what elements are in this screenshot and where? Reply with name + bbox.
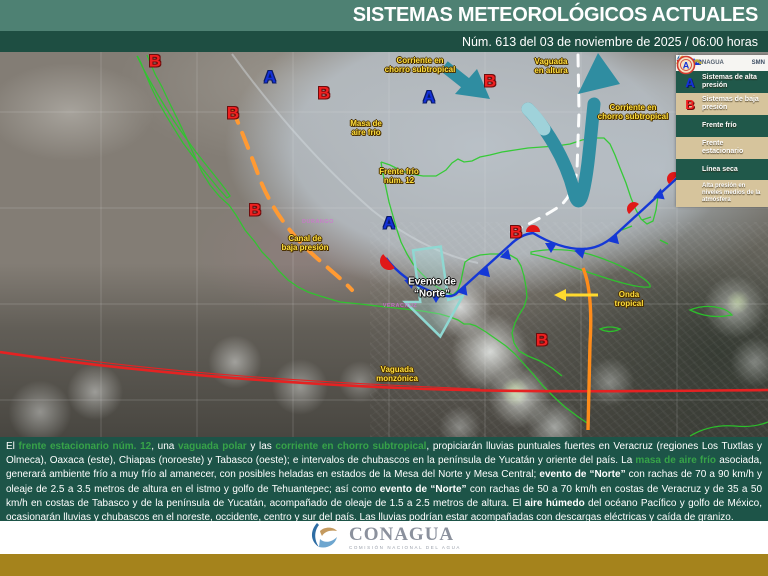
low-pressure-letter: B: [509, 222, 523, 242]
map-annotation: Frente frío núm. 12: [379, 166, 419, 185]
map-annotation: Onda tropical: [614, 289, 644, 308]
legend-item-label: Sistemas de baja presión: [702, 96, 759, 111]
summary-highlight: vaguada polar: [178, 441, 247, 452]
high-pressure-letter: A: [422, 87, 436, 107]
subtropical-jet-arrow-east: [521, 53, 620, 208]
legend-org-right: SMN: [751, 60, 765, 66]
map-annotation: Canal de baja presión: [281, 233, 329, 252]
legend-item: A Sistemas de alta presión: [676, 71, 768, 93]
low-pressure-letter: B: [535, 330, 549, 350]
state-label: VERACRUZ: [382, 303, 418, 309]
legend-item-label: Línea seca: [702, 165, 738, 173]
high-pressure-letter: A: [382, 213, 396, 233]
summary-highlight: evento de “Norte”: [379, 483, 467, 495]
legend-item: A Alta presión en niveles medios de la at…: [676, 55, 768, 207]
summary-text: y las: [246, 441, 276, 452]
summary-highlight: masa de aire frío: [635, 455, 717, 467]
brand-block: CONAGUA COMISIÓN NACIONAL DEL AGUA: [349, 525, 461, 551]
legend-item: Línea seca: [676, 59, 768, 180]
footer: CONAGUA COMISIÓN NACIONAL DEL AGUA: [0, 521, 768, 554]
front-num12: [380, 154, 707, 303]
map-annotation: Vaguada monzónica: [376, 364, 418, 383]
map-annotation: Corriente en chorro subtropical: [384, 55, 456, 74]
conagua-logo: [307, 522, 341, 554]
monsoon-trough-line: [0, 350, 768, 393]
summary-highlight: aire húmedo: [524, 497, 585, 509]
summary-highlight: corriente en chorro subtropical: [275, 441, 427, 452]
brand-subtitle: COMISIÓN NACIONAL DEL AGUA: [348, 544, 462, 550]
legend-item-label: Frente estacionario: [702, 140, 744, 155]
brand-name: CONAGUA: [348, 523, 455, 545]
footer-gold-bar: [0, 554, 768, 576]
summary-text: El: [6, 441, 19, 452]
legend-item-label: Alta presión en niveles medios de la atm…: [702, 183, 761, 203]
high-pressure-letter: A: [263, 67, 277, 87]
tropical-wave-line: [581, 267, 593, 431]
tropical-wave-motion-arrow: [554, 289, 598, 301]
summary-highlight: frente estacionario núm. 12: [18, 441, 152, 452]
map-annotation: Evento de “Norte”: [408, 276, 456, 300]
page-title: SISTEMAS METEOROLÓGICOS ACTUALES: [352, 4, 759, 26]
summary-text: con rachas de 70 a 90 km/h y oleaje de 2…: [6, 469, 762, 495]
low-pressure-letter: B: [317, 83, 331, 103]
coastlines: [136, 54, 768, 437]
state-label: DURANGO: [302, 219, 334, 225]
map-annotation: Vaguada en altura: [534, 56, 568, 75]
low-pressure-letter: B: [226, 103, 240, 123]
summary-highlight: evento de “Norte”: [539, 469, 626, 481]
legend-item: Frente frío: [676, 58, 768, 137]
legend-item-label: Frente frío: [702, 122, 737, 130]
legend-item: Frente estacionario: [676, 57, 768, 159]
summary-text: con rachas de 50 a 70 km/h en costas de …: [6, 483, 763, 509]
summary-text: , propiciarán lluvias puntuales fuertes …: [6, 441, 762, 467]
legend-item: B Sistemas de baja presión: [676, 93, 768, 115]
header-title-bar: SISTEMAS METEOROLÓGICOS ACTUALES: [0, 0, 768, 31]
low-pressure-symbol: B: [685, 96, 695, 112]
svg-text:A: A: [683, 61, 690, 71]
legend-org-left: CONAGUA: [692, 60, 724, 66]
map-overlay-graphics: [0, 52, 768, 437]
low-pressure-channel-line: [230, 106, 354, 292]
upper-trough-line: [509, 53, 581, 234]
summary-text: del océano Pacífico y golfo de México, o…: [6, 497, 762, 524]
forecast-summary-text: El frente estacionario núm. 12, una vagu…: [0, 437, 768, 524]
high-pressure-symbol: A: [685, 74, 695, 90]
low-pressure-letter: B: [148, 52, 162, 71]
map-annotation: Masa de aire frío: [350, 118, 382, 137]
cloud-texture: [370, 222, 768, 437]
map-annotation: Corriente en chorro subtropical: [597, 102, 669, 121]
airmass-edge: [231, 53, 479, 264]
low-pressure-letter: B: [483, 71, 497, 91]
issue-number-bar: Núm. 613 del 03 de noviembre de 2025 / 0…: [0, 31, 768, 52]
subtropical-jet-arrow-west: [440, 61, 490, 99]
summary-text: asociada, generará ambiente frío a muy f…: [6, 455, 763, 481]
legend-item-label: Sistemas de alta presión: [702, 74, 757, 89]
low-pressure-letter: B: [248, 200, 262, 220]
map-legend: CONAGUA SMN A Sistemas de alta presión B Si…: [676, 55, 768, 207]
graticule: [0, 52, 768, 437]
summary-text: , una: [151, 441, 178, 452]
